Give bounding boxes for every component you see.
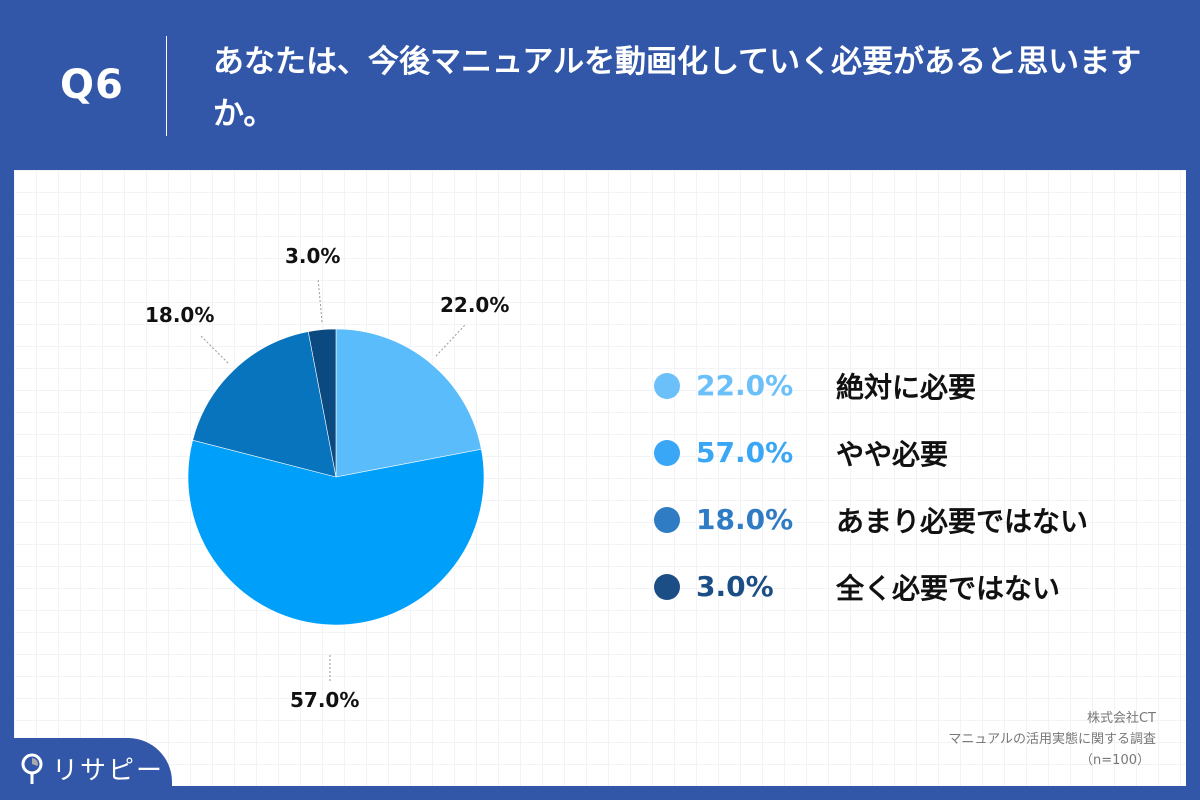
leader-lines bbox=[199, 277, 466, 682]
question-number: Q6 bbox=[60, 62, 124, 108]
legend-pct: 57.0% bbox=[696, 436, 794, 469]
pie-label-2: 57.0% bbox=[290, 688, 360, 712]
pie-label-4: 3.0% bbox=[285, 244, 341, 268]
pie-slice bbox=[192, 331, 337, 478]
legend-pct: 18.0% bbox=[696, 503, 794, 536]
pie-slice bbox=[335, 328, 482, 478]
source-company: 株式会社CT bbox=[1086, 711, 1156, 726]
pie-label-1: 22.0% bbox=[440, 293, 510, 317]
legend-label: あまり必要ではない bbox=[836, 504, 1089, 538]
question-text: あなたは、今後マニュアルを動画化していく必要があると思いますか。 bbox=[213, 44, 1142, 132]
source-note: 株式会社CT マニュアルの活用実態に関する調査 （n=100） bbox=[948, 708, 1156, 771]
legend-dot-icon bbox=[654, 439, 680, 466]
pie-label-3: 18.0% bbox=[145, 303, 215, 327]
legend-label: やや必要 bbox=[836, 437, 949, 471]
header: Q6 あなたは、今後マニュアルを動画化していく必要があると思いますか。 bbox=[0, 0, 1200, 170]
logo-text: リサピー bbox=[52, 756, 165, 786]
pin-chart-icon bbox=[21, 753, 43, 784]
legend-item: 18.0% あまり必要ではない bbox=[654, 486, 1088, 553]
legend-item: 3.0% 全く必要ではない bbox=[654, 553, 1088, 620]
pie-slice bbox=[187, 439, 485, 626]
legend-dot-icon bbox=[654, 573, 680, 600]
legend-pct: 22.0% bbox=[696, 369, 794, 402]
legend-label: 絶対に必要 bbox=[836, 370, 977, 404]
legend-label: 全く必要ではない bbox=[836, 571, 1061, 605]
pie-slice bbox=[307, 328, 337, 478]
legend-item: 22.0% 絶対に必要 bbox=[654, 352, 1088, 419]
header-divider bbox=[166, 36, 167, 136]
brand-logo: リサピー bbox=[0, 738, 172, 800]
source-sample: （n=100） bbox=[1080, 753, 1150, 768]
legend-item: 57.0% やや必要 bbox=[654, 419, 1088, 486]
legend-dot-icon bbox=[654, 372, 680, 399]
legend: 22.0% 絶対に必要 57.0% やや必要 18.0% あまり必要ではない 3… bbox=[654, 352, 1088, 620]
legend-dot-icon bbox=[654, 506, 680, 533]
legend-pct: 3.0% bbox=[696, 570, 774, 603]
source-survey: マニュアルの活用実態に関する調査 bbox=[948, 732, 1156, 747]
